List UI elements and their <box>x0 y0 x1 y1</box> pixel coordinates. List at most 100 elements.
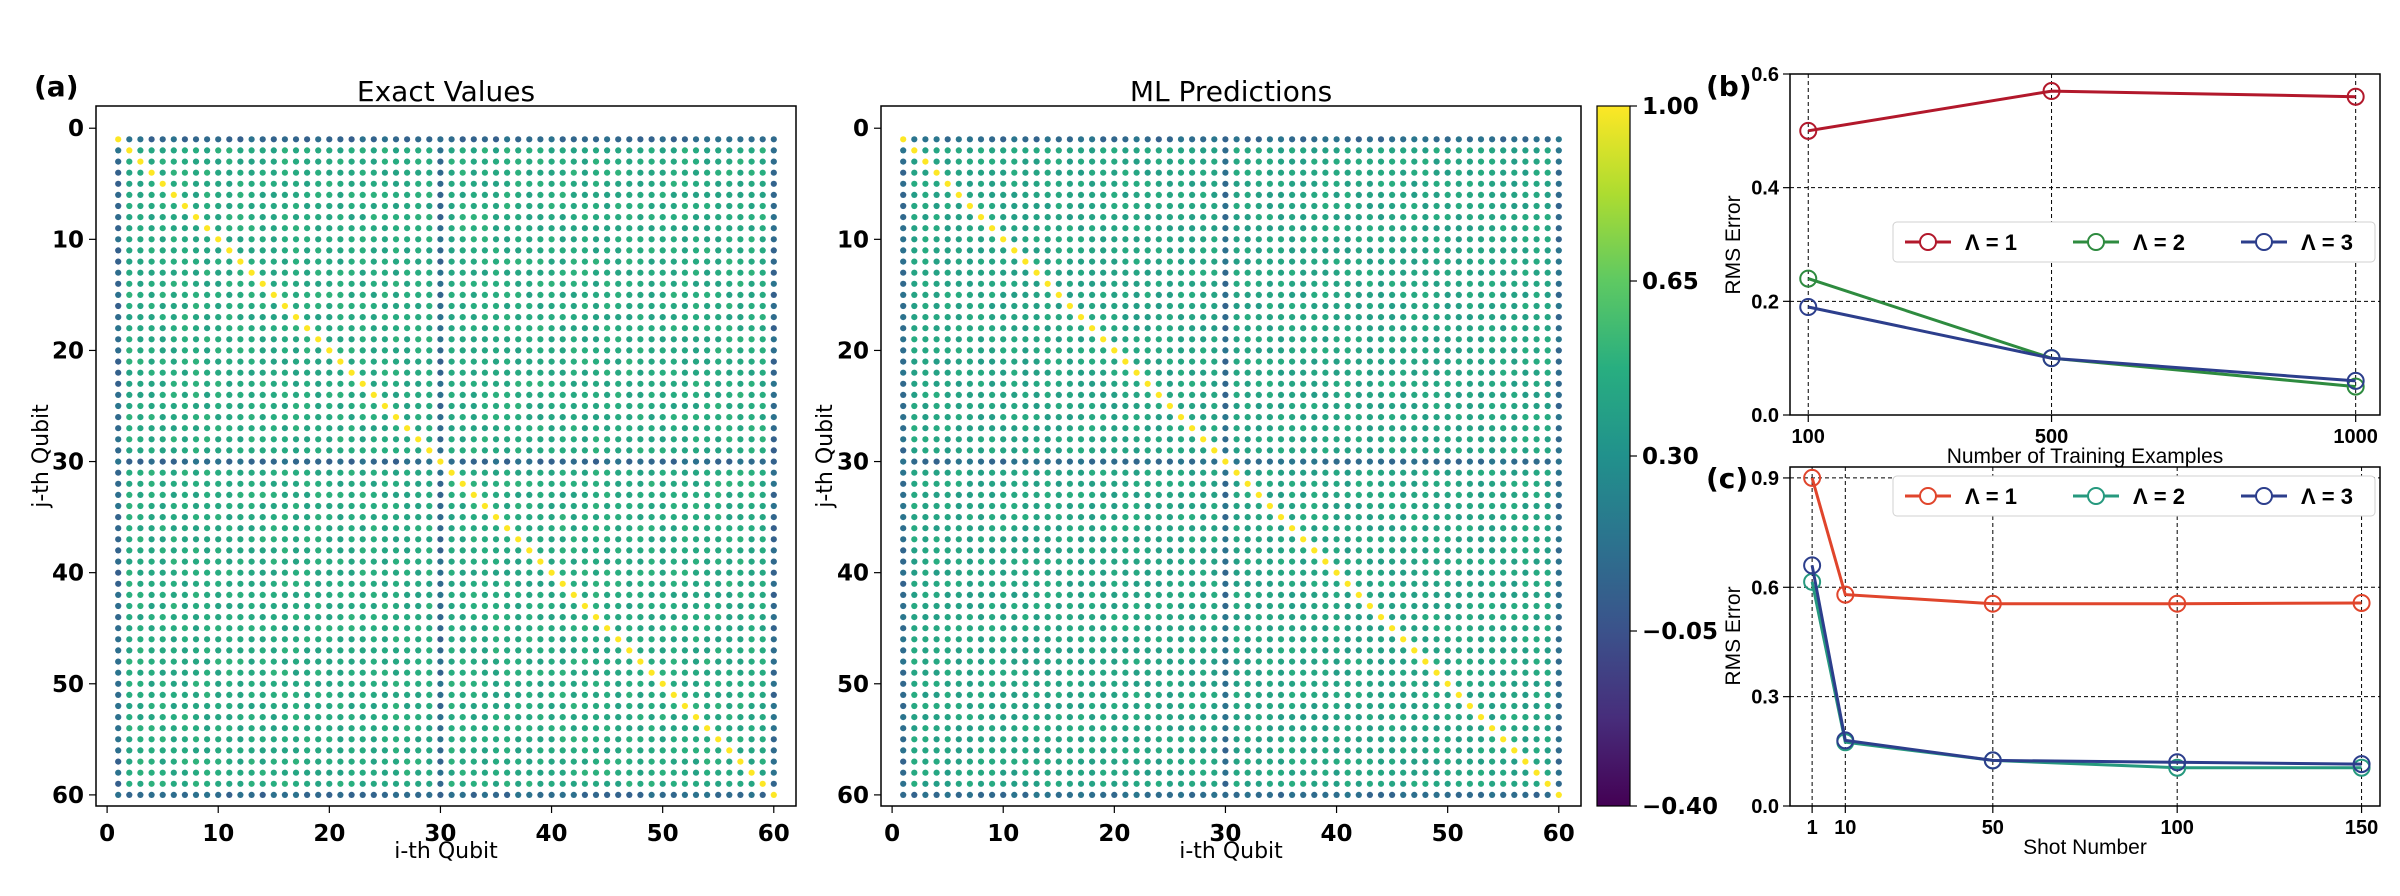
heatmap-point <box>1077 225 1085 232</box>
heatmap-point <box>348 602 355 610</box>
heatmap-point <box>1477 314 1485 321</box>
heatmap-point <box>359 336 366 343</box>
heatmap-point <box>1522 169 1529 176</box>
heatmap-point <box>304 358 311 365</box>
heatmap-point <box>370 325 377 332</box>
heatmap-point <box>1511 291 1518 298</box>
heatmap-point <box>1389 202 1396 210</box>
heatmap-point <box>1555 347 1562 354</box>
heatmap-point <box>115 547 122 554</box>
heatmap-point <box>115 391 122 398</box>
heatmap-point <box>704 536 711 543</box>
heatmap-point <box>181 769 188 776</box>
heatmap-point <box>726 636 733 643</box>
heatmap-point <box>1022 214 1029 221</box>
heatmap-point <box>592 591 600 599</box>
heatmap-point <box>1133 158 1140 165</box>
heatmap-point <box>170 191 177 198</box>
heatmap-point <box>181 336 188 343</box>
heatmap-point <box>1022 369 1029 376</box>
heatmap-point <box>1489 358 1496 365</box>
heatmap-point <box>204 358 211 365</box>
heatmap-point <box>581 736 589 743</box>
heatmap-point <box>515 380 522 387</box>
heatmap-point <box>637 269 644 276</box>
heatmap-point <box>604 480 611 487</box>
heatmap-point <box>692 380 700 387</box>
heatmap-point <box>492 636 500 643</box>
heatmap-point <box>515 436 522 443</box>
heatmap-point <box>248 647 255 654</box>
heatmap-point <box>215 169 222 176</box>
heatmap-point <box>481 402 488 410</box>
heatmap-point <box>559 458 566 465</box>
heatmap-point <box>537 347 544 354</box>
heatmap-point <box>426 314 433 321</box>
heatmap-point <box>1411 369 1418 376</box>
heatmap-point <box>537 458 544 465</box>
heatmap-point <box>659 691 666 699</box>
heatmap-point <box>737 147 744 154</box>
heatmap-point <box>548 391 555 398</box>
heatmap-point <box>215 602 222 610</box>
heatmap-point <box>1166 169 1173 176</box>
heatmap-point <box>326 625 333 632</box>
heatmap-point <box>1477 136 1485 143</box>
heatmap-point <box>381 191 388 198</box>
heatmap-point <box>504 391 511 398</box>
heatmap-point <box>944 191 951 198</box>
heatmap-point <box>704 758 711 765</box>
heatmap-point <box>470 547 477 554</box>
heatmap-point <box>281 314 288 321</box>
heatmap-point <box>537 725 544 732</box>
heatmap-point <box>1466 302 1473 310</box>
heatmap-point <box>1122 169 1129 176</box>
heatmap-point <box>526 636 533 643</box>
heatmap-point <box>1555 258 1562 265</box>
heatmap-point <box>215 747 222 754</box>
heatmap-point <box>581 536 589 543</box>
heatmap-point <box>1211 358 1218 365</box>
heatmap-point <box>922 247 929 254</box>
heatmap-point <box>559 658 566 665</box>
heatmap-point <box>237 569 244 576</box>
heatmap-point <box>137 202 144 210</box>
heatmap-point <box>381 358 388 365</box>
heatmap-point <box>1066 191 1073 198</box>
heatmap-point <box>559 647 566 654</box>
heatmap-point <box>504 480 511 487</box>
heatmap-point <box>977 325 985 332</box>
heatmap-point <box>304 502 311 510</box>
heatmap-point <box>615 380 622 387</box>
heatmap-point <box>1044 191 1051 198</box>
heatmap-point <box>481 580 488 587</box>
heatmap-point <box>504 669 511 676</box>
heatmap-point <box>426 569 433 576</box>
heatmap-point <box>1277 236 1285 243</box>
heatmap-point <box>359 369 366 376</box>
heatmap-point <box>1166 347 1173 354</box>
heatmap-point <box>615 736 622 743</box>
heatmap-point <box>459 158 466 165</box>
heatmap-point <box>115 314 122 321</box>
heatmap-point <box>559 514 566 521</box>
heatmap-point <box>326 258 333 265</box>
heatmap-point <box>737 502 744 510</box>
heatmap-point <box>648 469 655 476</box>
heatmap-point <box>704 491 711 498</box>
heatmap-point <box>1555 325 1562 332</box>
heatmap-point <box>1177 380 1185 387</box>
heatmap-point <box>1077 314 1085 321</box>
heatmap-point <box>248 302 255 310</box>
heatmap-point <box>515 536 522 543</box>
heatmap-point <box>1377 314 1385 321</box>
heatmap-point <box>537 225 544 232</box>
heatmap-point <box>392 502 400 510</box>
heatmap-point <box>681 236 689 243</box>
heatmap-point <box>426 780 433 787</box>
heatmap-point <box>1422 358 1429 365</box>
heatmap-point <box>1244 314 1251 321</box>
heatmap-point <box>933 158 940 165</box>
heatmap-point <box>581 369 589 376</box>
heatmap-point <box>159 380 166 387</box>
